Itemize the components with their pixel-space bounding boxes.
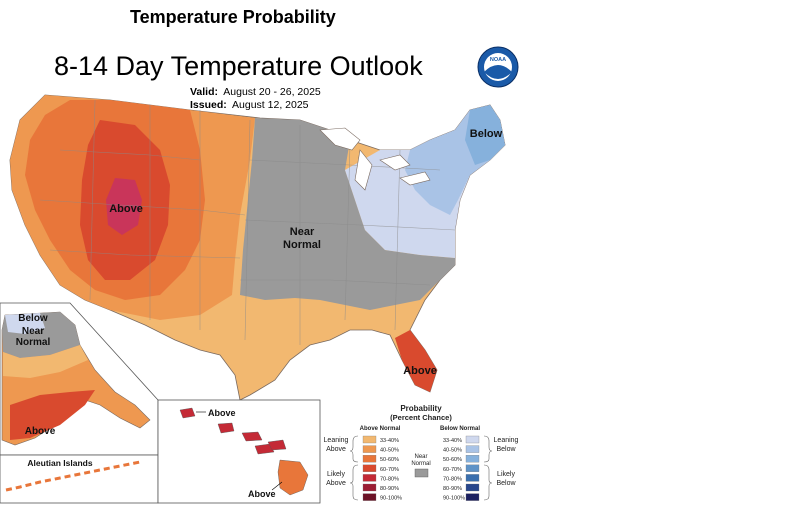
legend-below-swatch-3 — [465, 464, 480, 472]
legend-near-1: Near — [414, 454, 427, 460]
alaska-zone-above-60 — [10, 390, 95, 440]
legend-below-range-0: 33-40% — [443, 438, 462, 444]
noaa-logo: NOAA — [477, 46, 519, 88]
alaska-inset: Below Near Normal Above — [0, 302, 159, 456]
legend-above-swatch-0 — [362, 435, 377, 444]
label-alaska-above: Above — [25, 426, 56, 437]
legend-above-rows: 33-40% 40-50% 50-60% 60-70% 70-80% 80-90% 90-1… — [362, 435, 402, 502]
legend-below-header: Below Normal — [440, 426, 480, 432]
label-alaska-near: Near — [22, 326, 44, 337]
legend-below-range-3: 60-70% — [443, 467, 462, 473]
legend-above-swatch-2 — [362, 455, 377, 463]
legend-title: Probability — [400, 404, 442, 413]
legend-below-swatch-6 — [465, 493, 480, 501]
legend-near-swatch — [414, 468, 429, 478]
legend-below-swatch-2 — [465, 455, 480, 463]
valid-label: Valid: — [190, 86, 219, 98]
legend-likely-below-2: Below — [496, 480, 516, 487]
legend-above-range-2: 50-60% — [380, 457, 399, 463]
label-central-normal: Normal — [283, 239, 321, 251]
legend-above-swatch-1 — [362, 445, 377, 453]
legend-above-swatch-4 — [362, 474, 377, 482]
page-title: Temperature Probability — [130, 7, 336, 27]
issued-date: Issued: August 12, 2025 — [190, 99, 309, 111]
legend-above-range-3: 60-70% — [380, 467, 399, 473]
legend-near-2: Normal — [411, 461, 430, 467]
legend-below-range-1: 40-50% — [443, 448, 462, 454]
legend-above-header: Above Normal — [360, 426, 401, 432]
great-lakes — [319, 127, 431, 191]
legend-above-range-6: 90-100% — [380, 496, 402, 502]
label-hawaii-above-bottom: Above — [248, 489, 276, 499]
label-hawaii-above-top: Above — [208, 408, 236, 418]
probability-legend: Probability (Percent Chance) Above Norma… — [324, 404, 519, 502]
legend-above-range-4: 70-80% — [380, 476, 399, 482]
legend-leaning-below-1: Leaning — [494, 437, 519, 444]
legend-below-swatch-0 — [465, 435, 480, 444]
legend-likely-above-2: Above — [326, 480, 346, 487]
legend-leaning-below-2: Below — [496, 446, 516, 453]
legend-above-range-5: 80-90% — [380, 486, 399, 492]
aleutian-inset: Aleutian Islands — [0, 454, 159, 504]
legend-below-swatch-4 — [465, 474, 480, 482]
zone-florida-above — [395, 330, 437, 392]
alaska-zone-above-40 — [3, 345, 88, 378]
label-florida-above: Above — [403, 365, 437, 377]
label-alaska-below: Below — [18, 313, 48, 324]
legend-subtitle: (Percent Chance) — [390, 413, 452, 422]
label-west-above: Above — [109, 203, 143, 215]
label-northeast-below: Below — [470, 128, 503, 140]
label-alaska-normal: Normal — [16, 337, 51, 348]
valid-dates: Valid: August 20 - 26, 2025 — [190, 86, 321, 98]
state-boundaries — [39, 99, 456, 345]
legend-below-range-6: 90-100% — [443, 496, 465, 502]
legend-below-range-2: 50-60% — [443, 457, 462, 463]
legend-likely-below-1: Likely — [497, 471, 515, 478]
alaska-zone-below — [5, 313, 45, 334]
valid-value: August 20 - 26, 2025 — [223, 86, 321, 98]
legend-above-swatch-5 — [362, 483, 377, 492]
legend-below-swatch-1 — [465, 445, 480, 453]
legend-above-range-0: 33-40% — [380, 438, 399, 444]
legend-above-range-1: 40-50% — [380, 448, 399, 454]
noaa-logo-text: NOAA — [490, 57, 506, 63]
legend-above-swatch-3 — [362, 464, 377, 472]
legend-leaning-above-1: Leaning — [324, 437, 349, 444]
legend-leaning-above-2: Above — [326, 446, 346, 453]
zone-near-normal — [240, 118, 455, 310]
label-central-near: Near — [290, 226, 315, 238]
legend-below-range-4: 70-80% — [443, 476, 462, 482]
conus-map — [9, 94, 506, 401]
legend-likely-above-1: Likely — [327, 471, 345, 478]
legend-below-range-5: 80-90% — [443, 486, 462, 492]
legend-above-swatch-6 — [362, 493, 377, 501]
hawaii-inset: Above Above — [157, 399, 321, 504]
legend-below-swatch-5 — [465, 483, 480, 492]
zone-below-50-60 — [465, 105, 505, 165]
zone-70-80-west — [106, 178, 142, 235]
label-aleutian: Aleutian Islands — [27, 458, 92, 468]
legend-below-rows: 33-40% 40-50% 50-60% 60-70% 70-80% 80-90% 90-1… — [443, 435, 480, 502]
issued-label: Issued: — [190, 99, 227, 111]
issued-value: August 12, 2025 — [232, 99, 309, 111]
map-title: 8-14 Day Temperature Outlook — [54, 51, 423, 81]
